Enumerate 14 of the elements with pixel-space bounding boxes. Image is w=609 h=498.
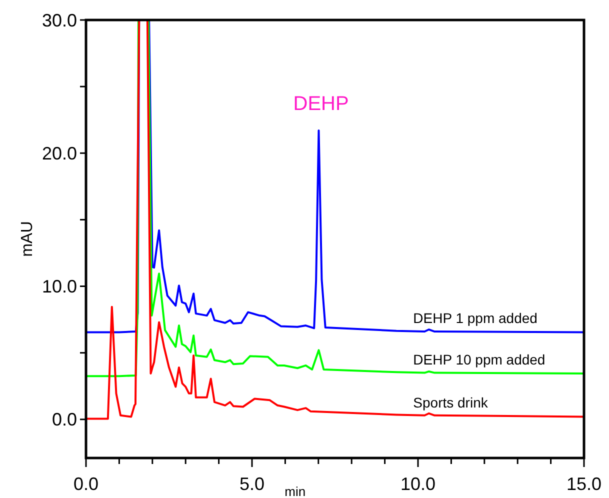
- x-tick-label: 10.0: [400, 474, 436, 494]
- y-tick-label: 0.0: [52, 410, 77, 430]
- x-tick-label: 0.0: [73, 474, 99, 494]
- y-tick-label: 10.0: [42, 276, 77, 297]
- y-tick-label: 30.0: [42, 10, 77, 30]
- y-axis-title: mAU: [19, 221, 36, 257]
- x-tick-label: 15.0: [566, 474, 602, 494]
- x-tick-label: 5.0: [239, 474, 265, 494]
- annotation: DEHP: [293, 93, 349, 115]
- series-label: DEHP 10 ppm added: [413, 351, 546, 368]
- x-axis-title: min: [284, 484, 306, 498]
- series-label: DEHP 1 ppm added: [413, 310, 538, 326]
- y-tick-label: 20.0: [42, 143, 77, 164]
- series-label: Sports drink: [413, 394, 489, 411]
